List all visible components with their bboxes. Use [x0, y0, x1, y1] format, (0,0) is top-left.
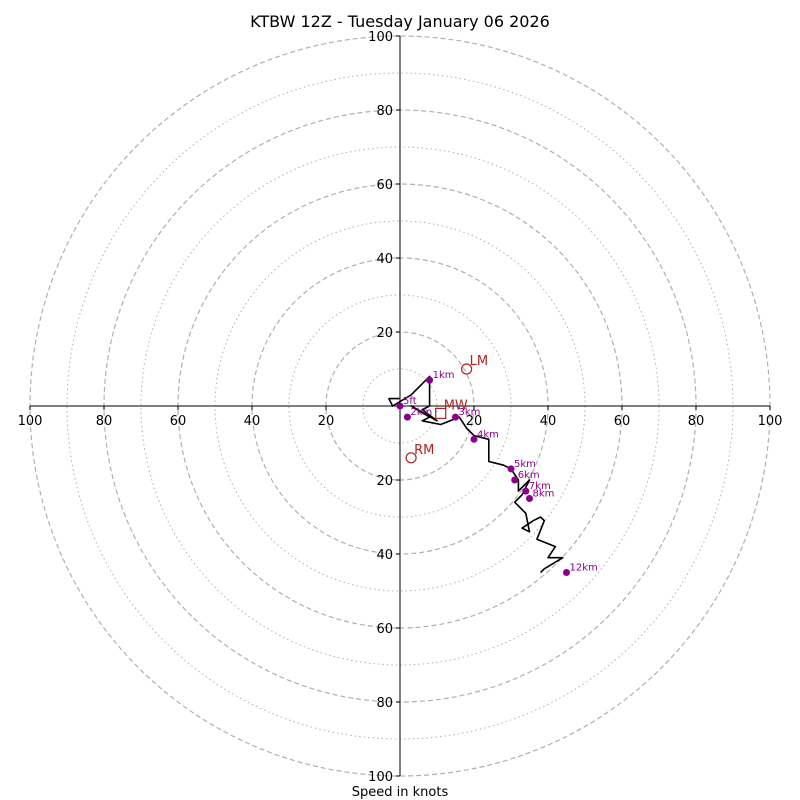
height-marker-label: 7km — [529, 481, 551, 492]
x-axis-label: Speed in knots — [352, 785, 449, 800]
height-marker-label: 5km — [514, 459, 536, 470]
x-tick-label: 100 — [18, 414, 43, 429]
wind-trace-line — [388, 375, 564, 574]
y-tick-label: 100 — [368, 770, 393, 785]
storm-motion-label: RM — [414, 443, 434, 458]
height-marker-point — [511, 476, 519, 484]
height-marker-label: 1km — [433, 370, 455, 381]
storm-motion-label: MW — [444, 398, 468, 413]
y-tick-label: 40 — [376, 252, 393, 267]
storm-motion-markers: LM RM MW — [405, 354, 488, 464]
x-tick-label: 100 — [758, 414, 783, 429]
height-marker-label: 5ft — [403, 396, 417, 407]
storm-motion-circle — [405, 452, 417, 464]
x-tick-label: 80 — [688, 414, 705, 429]
x-tick-label: 20 — [318, 414, 335, 429]
x-tick-label: 40 — [244, 414, 261, 429]
y-tick-label: 20 — [376, 326, 393, 341]
y-tick-label: 40 — [376, 548, 393, 563]
height-marker-point — [452, 413, 459, 421]
x-tick-label: 60 — [614, 414, 631, 429]
height-marker-point — [507, 465, 515, 473]
x-tick-label: 80 — [96, 414, 113, 429]
height-marker-point — [426, 376, 434, 384]
height-marker-label: 2km — [410, 407, 432, 418]
chart-title: KTBW 12Z - Tuesday January 06 2026 — [250, 12, 550, 31]
y-tick-label: 60 — [376, 178, 393, 193]
height-marker-point — [522, 487, 530, 495]
height-marker-point — [526, 495, 533, 502]
y-tick-label: 60 — [376, 622, 393, 637]
x-tick-label: 20 — [466, 414, 483, 429]
storm-motion-square — [435, 407, 447, 419]
height-marker-label: 4km — [477, 429, 499, 440]
wind-trace — [388, 375, 564, 574]
height-marker-label: 6km — [518, 470, 540, 481]
x-tick-label: 60 — [170, 414, 187, 429]
height-marker-point — [563, 569, 570, 576]
height-marker-point — [396, 402, 404, 410]
y-tick-label: 100 — [368, 30, 393, 45]
height-marker-label: 12km — [570, 563, 598, 574]
y-tick-label: 20 — [376, 474, 393, 489]
height-marker-point — [403, 413, 411, 421]
height-marker-label: 3km — [459, 407, 481, 418]
y-tick-label: 80 — [376, 696, 393, 711]
storm-motion-circle — [461, 363, 473, 375]
y-tick-label: 80 — [376, 104, 393, 119]
x-tick-label: 40 — [540, 414, 557, 429]
height-marker-point — [470, 435, 478, 443]
height-marker-label: 8km — [533, 489, 555, 500]
tick-labels: 100 80 60 40 20 20 40 60 80 100 20 40 60 80 100 20 40 60 8… — [18, 30, 783, 785]
storm-motion-label: LM — [470, 354, 488, 369]
